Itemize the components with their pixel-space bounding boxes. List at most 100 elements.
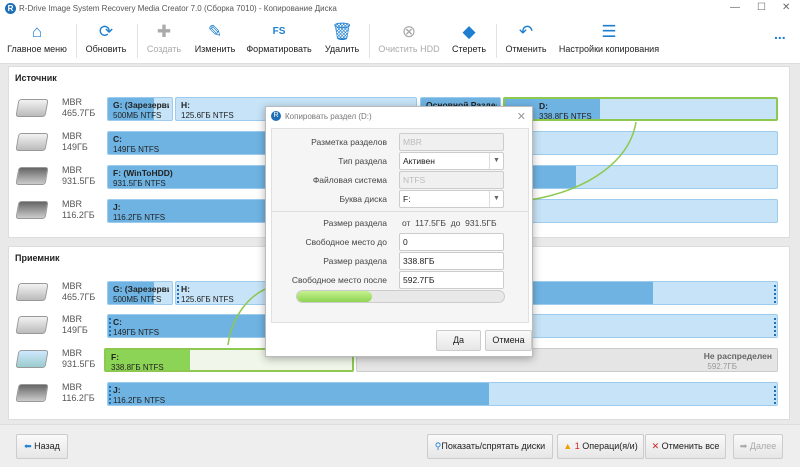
copy-settings-button[interactable]: ☰ Настройки копирования [558,20,660,62]
free-before-input[interactable]: 0 [399,233,504,251]
used-space-fill [108,383,490,405]
label: Создать [146,44,182,54]
cancel-button[interactable]: Отмена [485,330,532,351]
disk-scheme: MBR [62,165,82,175]
menu-icon: ☰ [601,22,617,41]
partition-size-slider[interactable] [296,290,505,303]
partition-name: J: [113,385,121,395]
dialog-close-button[interactable]: ✕ [516,111,526,123]
ops-count: 1 [574,441,580,451]
label: Очистить HDD [378,44,440,54]
cancel-all-button[interactable]: ✕ Отменить все [645,434,726,459]
refresh-button[interactable]: ⟳ Обновить [80,20,132,62]
close-button[interactable]: ✕ [782,2,791,13]
maximize-button[interactable]: ☐ [757,2,766,13]
partition-name: F: [111,352,120,362]
dialog-title: Копировать раздел (D:) [285,112,372,121]
more-button[interactable]: ... [774,26,786,42]
format-button[interactable]: FS Форматировать [246,20,312,62]
next-button[interactable]: ➡ Далее [733,434,783,459]
window-title: R-Drive Image System Recovery Media Crea… [19,4,337,13]
ok-button[interactable]: Да [436,330,481,351]
partition-type-select[interactable]: Активен ▼ [399,152,504,170]
toolbar: ⌂ Главное меню ⟳ Обновить ✚ Создать ✎ Измени… [0,18,800,64]
home-button[interactable]: ⌂ Главное меню [4,20,70,62]
partition[interactable]: G: (Зарезервир500МБ NTFS [107,281,173,305]
disk-size: 116.2ГБ [62,210,95,220]
bottom-bar: ⬅ Назад ⚲Показать/спрятать диски ▲ 1 Опе… [0,424,800,467]
partition-info: 931.5ГБ NTFS [113,179,166,188]
resize-handle[interactable] [109,386,111,404]
back-button[interactable]: ⬅ Назад [16,434,68,459]
disk-scheme: MBR [62,97,82,107]
arrow-left-icon: ⬅ [24,441,32,451]
copy-partition-dialog: R Копировать раздел (D:) ✕ Разметка разд… [265,106,533,357]
disk-size: 149ГБ [62,142,88,152]
label: Форматировать [246,44,312,54]
resize-handle[interactable] [774,318,776,336]
partition-name: Не распределен [703,351,772,361]
partition-info: 500МБ NTFS [113,111,162,120]
filesystem-field: NTFS [399,171,504,189]
delete-button[interactable]: 🗑 Удалить [320,20,364,62]
undo-icon: ↶ [518,22,534,41]
divider [272,211,528,212]
partition-info: 116.2ГБ NTFS [113,213,166,222]
drive-letter-select[interactable]: F: ▼ [399,190,504,208]
source-title: Источник [15,73,57,83]
disk-size: 465.7ГБ [62,108,96,118]
undo-button[interactable]: ↶ Отменить [502,20,550,62]
resize-handle[interactable] [774,285,776,303]
resize-handle[interactable] [774,386,776,404]
free-after-label: Свободное место после [291,275,387,285]
disk-scheme: MBR [62,348,82,358]
free-before-label: Свободное место до [305,237,387,247]
partition-name: H: [181,100,190,110]
partition-size-label: Размер раздела [323,256,387,266]
label: Операци(я/и) [579,441,638,451]
scheme-label: Разметка разделов [311,137,387,147]
partition-type-label: Тип раздела [338,156,387,166]
free-after-input[interactable]: 592.7ГБ [399,271,504,289]
partition-info: 592.7ГБ [707,362,737,371]
slider-fill [297,291,373,302]
size-range-label: Размер раздела [323,218,387,228]
disk-info: MBR 149ГБ [12,130,98,156]
disk-info: MBR 465.7ГБ [12,280,98,306]
show-hide-disks-button[interactable]: ⚲Показать/спрятать диски [427,434,553,459]
resize-handle[interactable] [177,285,179,303]
used-space-fill [108,282,155,304]
label: Настройки копирования [558,44,660,54]
refresh-icon: ⟳ [98,22,114,41]
scheme-field: MBR [399,133,504,151]
target-link-line [227,287,269,346]
minimize-button[interactable]: — [730,2,740,13]
source-link-line [529,121,637,201]
label: Отменить все [661,441,720,451]
disk-size: 931.5ГБ [62,359,96,369]
dialog-body: Разметка разделов MBR Тип раздела Активе… [271,128,529,323]
partition-info: 338.8ГБ NTFS [539,112,592,121]
disk-size: 465.7ГБ [62,292,96,302]
partition-size-input[interactable]: 338.8ГБ [399,252,504,270]
partition-info: 125.6ГБ NTFS [181,295,234,304]
operations-button[interactable]: ▲ 1 Операци(я/и) [557,434,644,459]
edit-button[interactable]: ✎ Изменить [192,20,238,62]
partition-name: Основной Раздел [426,100,497,110]
partition-info: 125.6ГБ NTFS [181,111,234,120]
partition[interactable]: G: (Зарезервир500МБ NTFS [107,97,173,121]
partition-name: C: [113,317,122,327]
create-button[interactable]: ✚ Создать [143,20,185,62]
wipe-button[interactable]: ◆ Стереть [448,20,490,62]
disk-size: 931.5ГБ [62,176,96,186]
filesystem-label: Файловая система [312,175,387,185]
clear-hdd-button[interactable]: ⊗ Очистить HDD [376,20,442,62]
chevron-down-icon: ▼ [489,153,503,169]
partition[interactable]: J: 116.2ГБ NTFS [107,382,778,406]
arrow-right-icon: ➡ [739,441,748,451]
resize-handle[interactable] [109,318,111,336]
plus-icon: ✚ [156,22,172,41]
warning-icon: ▲ [563,441,573,451]
dialog-logo-icon: R [271,111,281,121]
